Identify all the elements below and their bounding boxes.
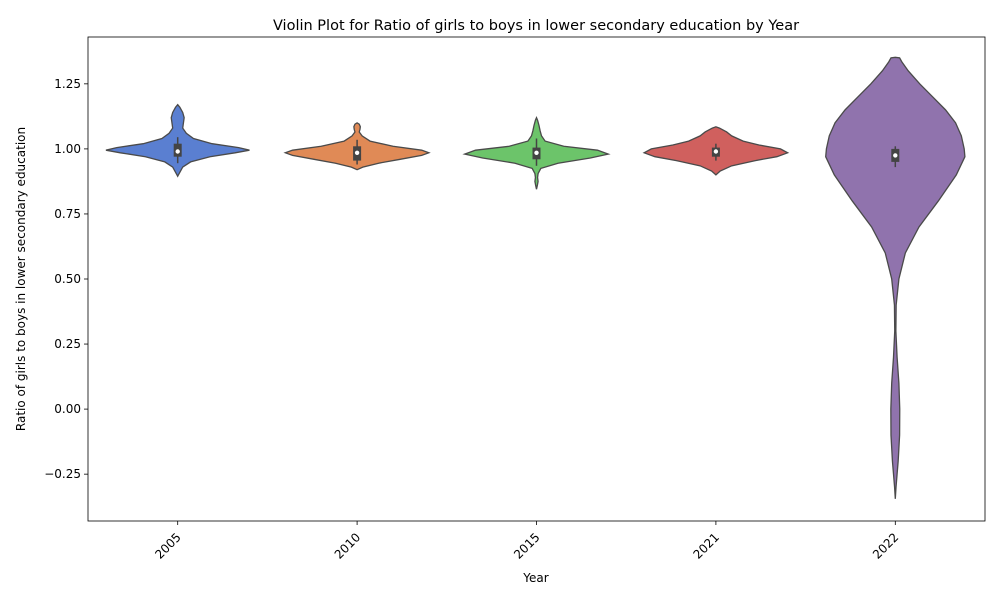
x-axis: 2005 2010 2015 2021 2022 <box>152 521 901 562</box>
y-tick-label: 0.25 <box>54 337 81 351</box>
y-tick-label: −0.25 <box>44 467 81 481</box>
violin-2022 <box>825 56 966 499</box>
x-tick-label: 2010 <box>332 530 363 561</box>
x-axis-label: Year <box>522 571 548 585</box>
y-tick-label: 0.75 <box>54 207 81 221</box>
y-tick-label: 1.25 <box>54 77 81 91</box>
y-axis-label: Ratio of girls to boys in lower secondar… <box>14 127 28 431</box>
y-tick-label: 0.50 <box>54 272 81 286</box>
y-tick-label: 1.00 <box>54 142 81 156</box>
violins-group <box>105 56 966 499</box>
y-tick-label: 0.00 <box>54 402 81 416</box>
x-tick-label: 2015 <box>511 530 542 561</box>
median-2015 <box>534 150 539 155</box>
x-tick-label: 2022 <box>870 530 901 561</box>
median-2010 <box>354 150 360 155</box>
x-tick-label: 2021 <box>691 530 722 561</box>
median-2005 <box>175 149 180 154</box>
chart-title: Violin Plot for Ratio of girls to boys i… <box>273 18 799 34</box>
x-tick-label: 2005 <box>152 530 183 561</box>
boxes-group <box>173 137 900 168</box>
median-2021 <box>713 149 719 154</box>
y-axis: −0.25 0.00 0.25 0.50 0.75 1.00 1.25 <box>44 77 88 481</box>
median-2022 <box>893 153 898 158</box>
